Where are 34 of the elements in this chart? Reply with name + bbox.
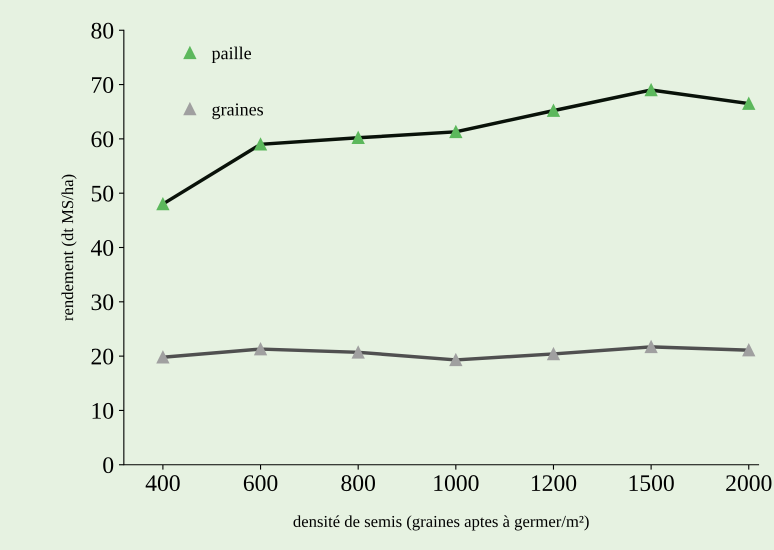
point xyxy=(352,132,364,144)
point xyxy=(742,97,756,110)
y-tick-label: 70 xyxy=(92,77,114,93)
y-tick-label: 30 xyxy=(92,294,114,310)
y-tick-label: 10 xyxy=(92,402,114,419)
point xyxy=(644,84,658,96)
point xyxy=(547,104,560,117)
y-tick-label: 80 xyxy=(91,22,114,39)
point xyxy=(450,354,462,366)
y-tick-label: 0 xyxy=(103,457,114,474)
x-tick-label: 800 xyxy=(341,475,375,492)
y-axis-title: rendement (dt MS/ha) xyxy=(62,174,77,321)
point xyxy=(547,348,560,360)
point xyxy=(644,340,658,354)
legend-label: graines xyxy=(212,103,264,120)
point xyxy=(254,138,267,151)
x-tick-label: 2000 xyxy=(726,475,772,492)
point xyxy=(742,344,756,356)
y-tick-label: 50 xyxy=(92,186,114,202)
x-tick-label: 1500 xyxy=(630,475,674,492)
point xyxy=(254,342,267,356)
legend-label: paille xyxy=(212,46,252,63)
x-axis-title: densité de semis (graines aptes à germer/m²) xyxy=(294,515,589,531)
point xyxy=(156,350,170,364)
x-tick-label: 1000 xyxy=(434,475,479,492)
x-tick-label: 1200 xyxy=(532,475,576,492)
point xyxy=(156,198,170,210)
point xyxy=(352,346,364,359)
y-tick-label: 60 xyxy=(92,131,114,148)
x-tick-label: 400 xyxy=(146,475,180,492)
point xyxy=(450,126,462,138)
y-tick-label: 40 xyxy=(90,240,114,256)
x-tick-label: 600 xyxy=(244,475,278,492)
y-tick-label: 20 xyxy=(92,348,114,365)
